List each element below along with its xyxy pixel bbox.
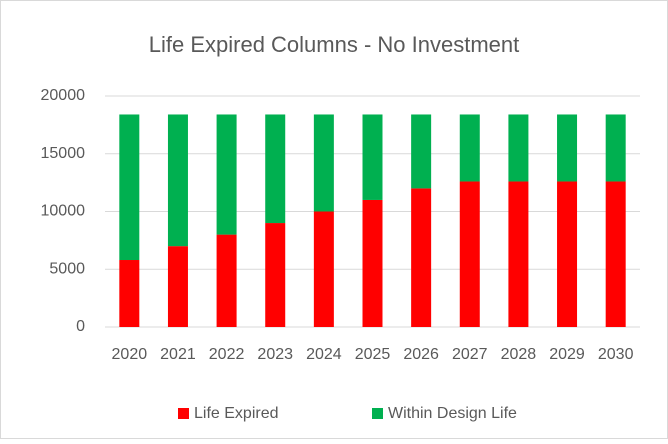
legend-swatch: [372, 408, 383, 419]
bar-segment: [216, 234, 237, 327]
bar-segment: [119, 260, 140, 327]
y-tick-label: 15000: [41, 145, 86, 162]
x-tick-label: 2023: [257, 346, 293, 363]
x-tick-label: 2028: [501, 346, 537, 363]
bar-segment: [216, 114, 237, 235]
y-tick-label: 10000: [41, 203, 86, 220]
bar-segment: [411, 114, 432, 189]
bar-segment: [265, 223, 286, 327]
x-tick-label: 2027: [452, 346, 488, 363]
y-tick-label: 0: [76, 318, 85, 335]
bar-segment: [411, 188, 432, 327]
bar-segment: [605, 114, 626, 182]
x-tick-label: 2029: [549, 346, 585, 363]
legend-label: Life Expired: [194, 405, 279, 422]
bar-segment: [557, 114, 578, 182]
x-tick-label: 2021: [160, 346, 196, 363]
y-tick-label: 5000: [49, 260, 85, 277]
bar-segment: [313, 211, 334, 327]
x-tick-label: 2022: [209, 346, 245, 363]
bar-segment: [459, 114, 480, 182]
x-tick-label: 2030: [598, 346, 634, 363]
bar-segment: [265, 114, 286, 224]
bar-segment: [605, 181, 626, 327]
bar-segment: [313, 114, 334, 212]
y-tick-label: 20000: [41, 87, 86, 104]
x-tick-label: 2025: [355, 346, 391, 363]
x-tick-label: 2026: [403, 346, 439, 363]
bar-segment: [508, 114, 529, 182]
x-tick-label: 2024: [306, 346, 342, 363]
legend-swatch: [178, 408, 189, 419]
bar-segment: [167, 114, 188, 247]
bar-segment: [557, 181, 578, 327]
legend-label: Within Design Life: [388, 405, 517, 422]
chart-title: Life Expired Columns - No Investment: [149, 32, 520, 57]
x-tick-label: 2020: [112, 346, 148, 363]
bar-segment: [362, 114, 383, 200]
bar-segment: [167, 246, 188, 327]
bar-segment: [119, 114, 140, 261]
bar-segment: [362, 199, 383, 327]
bar-segment: [508, 181, 529, 327]
bar-segment: [459, 181, 480, 327]
